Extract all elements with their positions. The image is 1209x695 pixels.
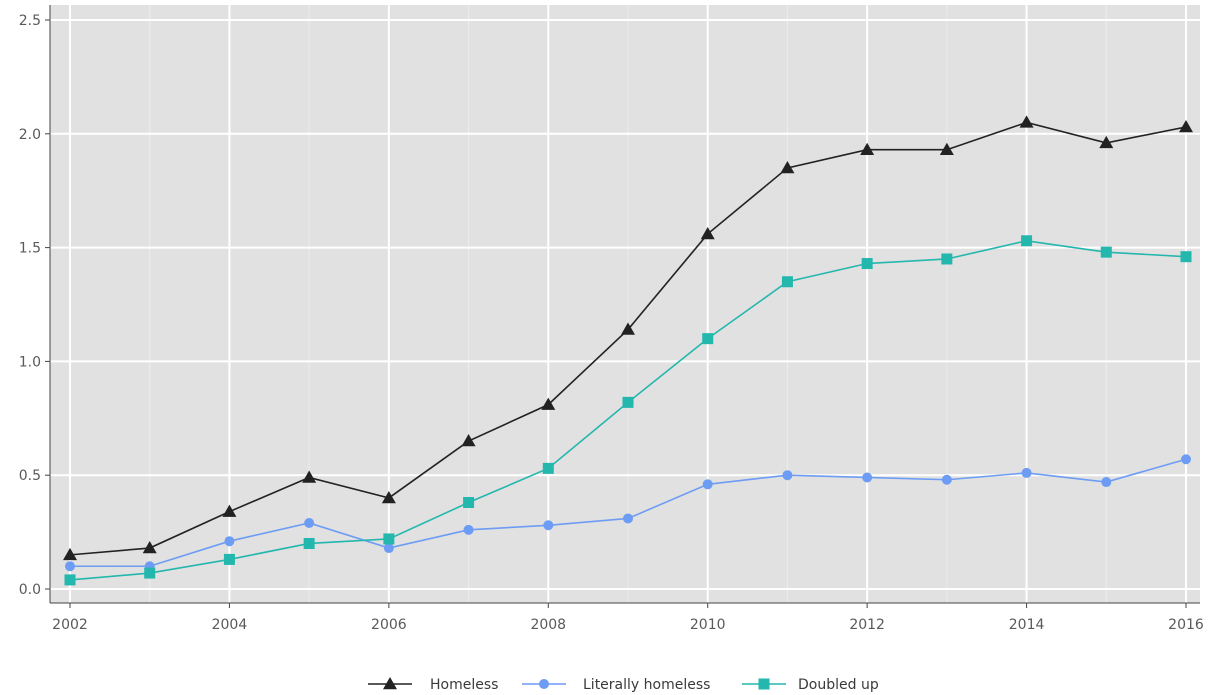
data-point-literally-homeless — [543, 520, 554, 531]
x-tick-label: 2006 — [371, 617, 407, 633]
data-point-homeless — [461, 434, 476, 447]
legend: Homeless Literally homeless Doubled up — [368, 677, 879, 693]
data-point-literally-homeless — [941, 474, 952, 485]
data-point-homeless — [222, 504, 237, 517]
data-point-homeless — [621, 322, 635, 335]
x-tick-label: 2010 — [690, 617, 726, 633]
data-point-literally-homeless — [1181, 454, 1191, 465]
y-tick-label: 0.0 — [19, 582, 41, 598]
data-point-literally-homeless — [702, 479, 713, 490]
legend-label-homeless: Homeless — [430, 677, 498, 693]
data-point-homeless — [1179, 119, 1193, 133]
data-point-literally-homeless — [65, 561, 75, 572]
data-point-doubled-up — [702, 333, 714, 345]
data-point-homeless — [142, 541, 157, 554]
data-point-literally-homeless — [304, 517, 315, 528]
x-tick-label: 2008 — [530, 617, 566, 633]
data-point-doubled-up — [303, 537, 315, 549]
x-tick-label: 2004 — [212, 617, 248, 633]
data-point-literally-homeless — [862, 472, 873, 483]
data-point-doubled-up — [1180, 251, 1192, 263]
x-tick-label: 2016 — [1168, 617, 1204, 633]
series-homeless — [63, 115, 1193, 561]
legend-label-doubled-up: Doubled up — [798, 677, 879, 693]
y-tick-label: 1.5 — [19, 241, 41, 257]
plot-background — [50, 5, 1200, 603]
series-doubled-up — [64, 235, 1192, 586]
data-point-literally-homeless — [1101, 477, 1112, 488]
data-point-doubled-up — [463, 497, 475, 509]
data-point-homeless — [302, 470, 317, 483]
data-point-doubled-up — [383, 533, 395, 545]
legend-label-literally-homeless: Literally homeless — [583, 677, 710, 693]
x-tick-label: 2014 — [1009, 617, 1045, 633]
y-tick-label: 0.5 — [19, 468, 41, 484]
data-point-homeless — [63, 547, 77, 561]
y-tick-label: 1.0 — [19, 354, 41, 370]
data-point-doubled-up — [941, 253, 953, 265]
legend-marker-literally-homeless — [539, 679, 549, 689]
data-point-doubled-up — [64, 574, 76, 586]
data-point-doubled-up — [542, 462, 554, 474]
data-point-homeless — [939, 142, 954, 155]
legend-marker-homeless — [383, 677, 397, 690]
data-point-homeless — [541, 397, 556, 410]
data-point-homeless — [860, 142, 875, 155]
data-point-doubled-up — [861, 258, 873, 270]
data-point-literally-homeless — [782, 470, 793, 481]
data-point-homeless — [780, 160, 795, 174]
data-point-homeless — [1019, 115, 1034, 128]
data-point-doubled-up — [781, 276, 793, 288]
data-point-literally-homeless — [623, 513, 633, 524]
legend-marker-doubled-up — [758, 678, 770, 690]
data-point-homeless — [700, 226, 715, 240]
data-point-doubled-up — [223, 553, 235, 565]
data-point-doubled-up — [144, 567, 156, 579]
y-tick-label: 2.5 — [19, 13, 41, 29]
series-literally-homeless — [65, 454, 1191, 572]
data-point-homeless — [1099, 135, 1114, 149]
data-point-doubled-up — [622, 396, 634, 408]
data-point-homeless — [381, 490, 396, 504]
x-tick-label: 2002 — [52, 617, 88, 633]
y-tick-label: 2.0 — [19, 127, 41, 143]
data-point-literally-homeless — [1021, 467, 1032, 478]
data-point-literally-homeless — [463, 524, 474, 535]
x-tick-label: 2012 — [849, 617, 885, 633]
data-point-literally-homeless — [224, 536, 235, 547]
data-point-doubled-up — [1100, 246, 1112, 258]
gridlines — [50, 5, 1200, 603]
data-point-literally-homeless — [383, 543, 394, 554]
data-point-doubled-up — [1021, 235, 1033, 247]
